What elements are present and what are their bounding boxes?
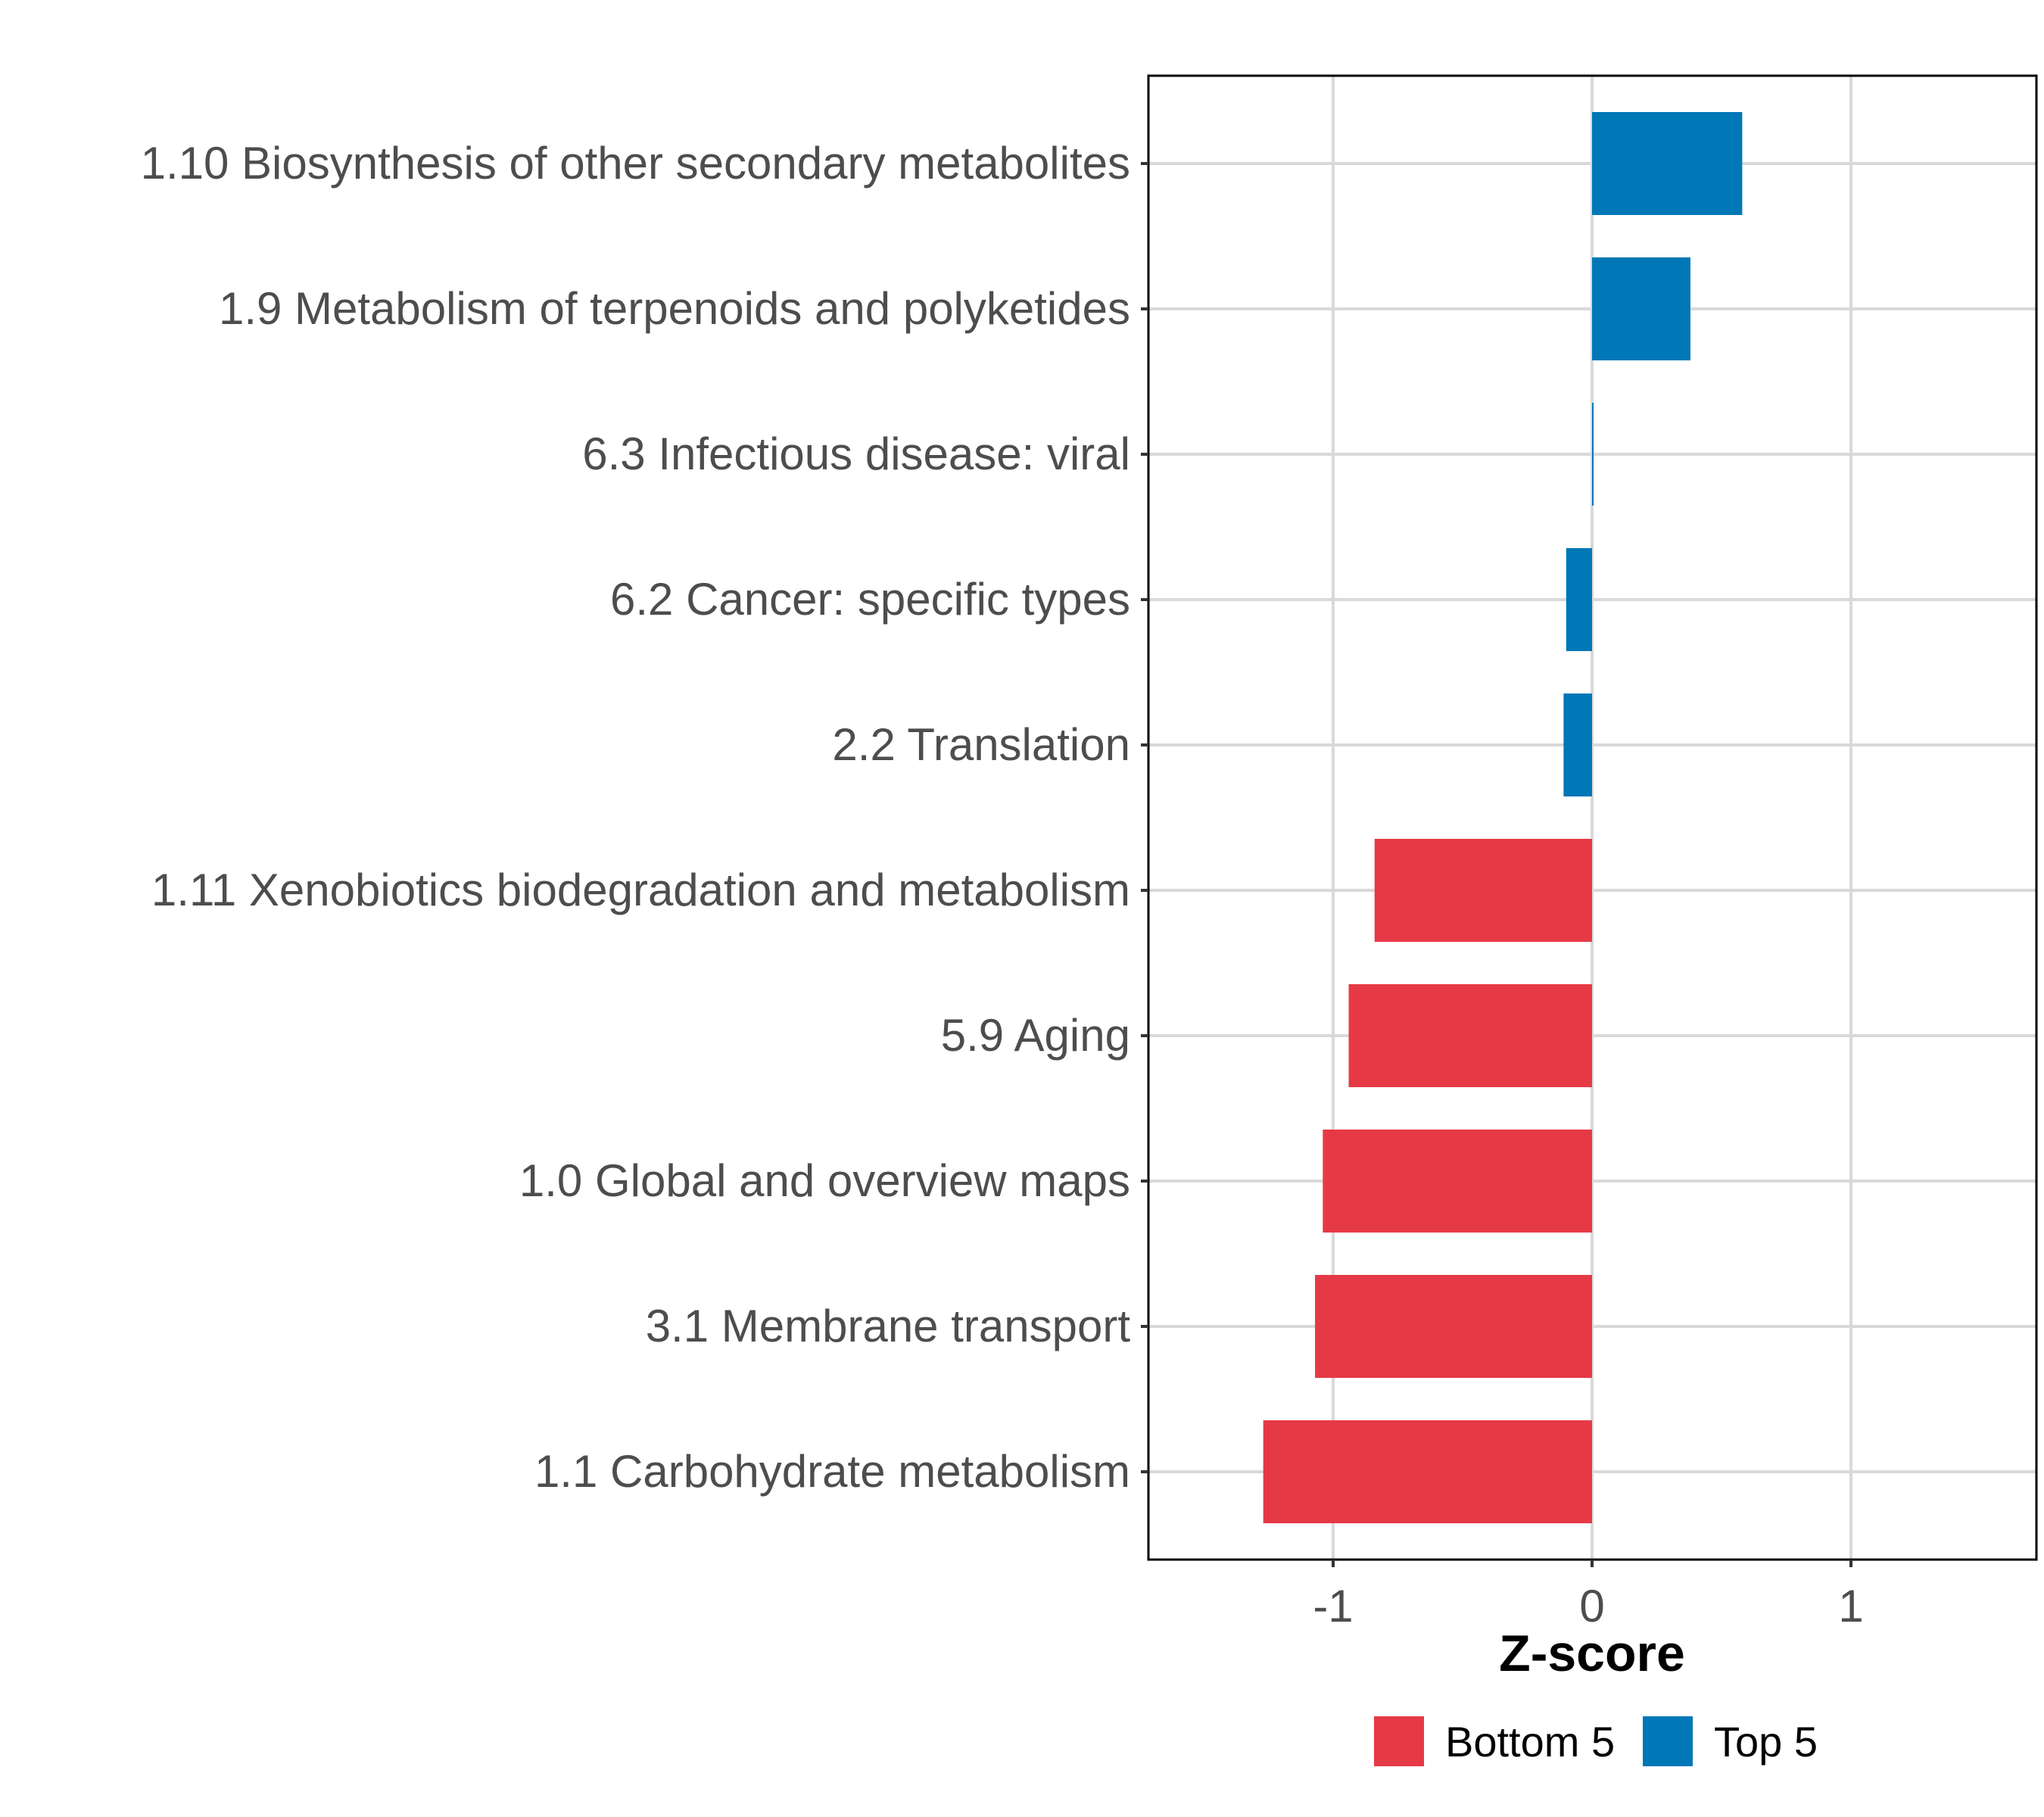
y-tick-label: 1.10 Biosynthesis of other secondary met… <box>141 138 1130 189</box>
y-tick-label: 1.1 Carbohydrate metabolism <box>534 1446 1130 1497</box>
legend-label: Bottom 5 <box>1445 1718 1615 1766</box>
bar-9 <box>1315 1275 1592 1378</box>
bar-7 <box>1348 984 1592 1087</box>
y-tick-label: 3.1 Membrane transport <box>646 1301 1131 1351</box>
x-tick-label: 0 <box>1579 1581 1604 1632</box>
y-axis: 1.10 Biosynthesis of other secondary met… <box>141 138 1148 1497</box>
bar-2 <box>1592 257 1690 360</box>
bar-5 <box>1563 693 1592 796</box>
x-axis: -1 0 1 <box>1313 1560 1864 1632</box>
x-tick-label: 1 <box>1838 1581 1863 1632</box>
y-tick-label: 1.9 Metabolism of terpenoids and polyket… <box>219 283 1130 334</box>
bar-1 <box>1592 112 1743 215</box>
legend-label: Top 5 <box>1714 1718 1818 1766</box>
legend-swatch-top-5 <box>1643 1716 1693 1766</box>
bar-3 <box>1592 403 1594 506</box>
y-tick-label: 6.3 Infectious disease: viral <box>582 429 1130 479</box>
y-tick-label: 6.2 Cancer: specific types <box>610 574 1130 625</box>
legend: Bottom 5 Top 5 <box>1374 1716 1818 1766</box>
bar-8 <box>1323 1130 1592 1233</box>
y-tick-label: 1.0 Global and overview maps <box>519 1155 1130 1206</box>
y-tick-label: 1.11 Xenobiotics biodegradation and meta… <box>151 865 1130 915</box>
bar-4 <box>1566 548 1592 651</box>
bar-layer <box>1263 112 1743 1523</box>
y-tick-label: 5.9 Aging <box>941 1010 1130 1061</box>
x-axis-label: Z-score <box>1499 1625 1685 1682</box>
x-tick-label: -1 <box>1313 1581 1353 1632</box>
bar-6 <box>1374 839 1592 942</box>
bar-10 <box>1263 1420 1592 1523</box>
y-tick-label: 2.2 Translation <box>832 719 1130 770</box>
legend-swatch-bottom-5 <box>1374 1716 1424 1766</box>
